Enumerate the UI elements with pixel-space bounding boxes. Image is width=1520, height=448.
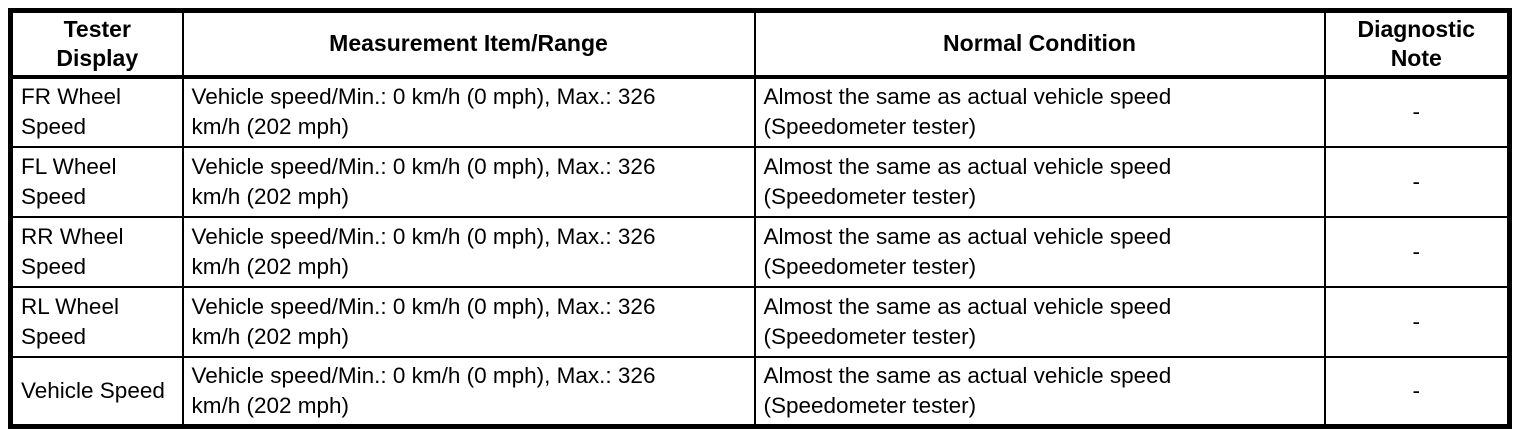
cell-diagnostic-note: - bbox=[1323, 355, 1511, 428]
cell-tester-display: RR Wheel Speed bbox=[9, 215, 184, 288]
header-measurement-item-range: Measurement Item/Range bbox=[181, 9, 756, 79]
header-tester-display: Tester Display bbox=[9, 9, 184, 79]
cell-tester-display: FR Wheel Speed bbox=[9, 75, 184, 148]
cell-measurement-range: Vehicle speed/Min.: 0 km/h (0 mph), Max.… bbox=[181, 75, 756, 148]
cell-tester-display: RL Wheel Speed bbox=[9, 285, 184, 358]
cell-measurement-range: Vehicle speed/Min.: 0 km/h (0 mph), Max.… bbox=[181, 145, 756, 218]
table-row: RL Wheel Speed Vehicle speed/Min.: 0 km/… bbox=[9, 285, 1511, 358]
cell-diagnostic-note: - bbox=[1323, 285, 1511, 358]
cell-normal-condition: Almost the same as actual vehicle speed … bbox=[753, 215, 1326, 288]
cell-measurement-range: Vehicle speed/Min.: 0 km/h (0 mph), Max.… bbox=[181, 355, 756, 428]
table-row: FR Wheel Speed Vehicle speed/Min.: 0 km/… bbox=[9, 75, 1511, 148]
cell-diagnostic-note: - bbox=[1323, 75, 1511, 148]
cell-normal-condition: Almost the same as actual vehicle speed … bbox=[753, 145, 1326, 218]
table-row: RR Wheel Speed Vehicle speed/Min.: 0 km/… bbox=[9, 215, 1511, 288]
tester-data-list-table: Tester Display Measurement Item/Range No… bbox=[8, 8, 1512, 429]
cell-measurement-range: Vehicle speed/Min.: 0 km/h (0 mph), Max.… bbox=[181, 285, 756, 358]
cell-measurement-range: Vehicle speed/Min.: 0 km/h (0 mph), Max.… bbox=[181, 215, 756, 288]
cell-normal-condition: Almost the same as actual vehicle speed … bbox=[753, 285, 1326, 358]
header-diagnostic-note: Diagnostic Note bbox=[1323, 9, 1511, 79]
cell-diagnostic-note: - bbox=[1323, 145, 1511, 218]
table-row: FL Wheel Speed Vehicle speed/Min.: 0 km/… bbox=[9, 145, 1511, 218]
table-row: Vehicle Speed Vehicle speed/Min.: 0 km/h… bbox=[9, 355, 1511, 428]
cell-diagnostic-note: - bbox=[1323, 215, 1511, 288]
cell-tester-display: Vehicle Speed bbox=[9, 355, 184, 428]
cell-tester-display: FL Wheel Speed bbox=[9, 145, 184, 218]
header-normal-condition: Normal Condition bbox=[753, 9, 1326, 79]
cell-normal-condition: Almost the same as actual vehicle speed … bbox=[753, 75, 1326, 148]
cell-normal-condition: Almost the same as actual vehicle speed … bbox=[753, 355, 1326, 428]
table-header-row: Tester Display Measurement Item/Range No… bbox=[9, 9, 1511, 79]
